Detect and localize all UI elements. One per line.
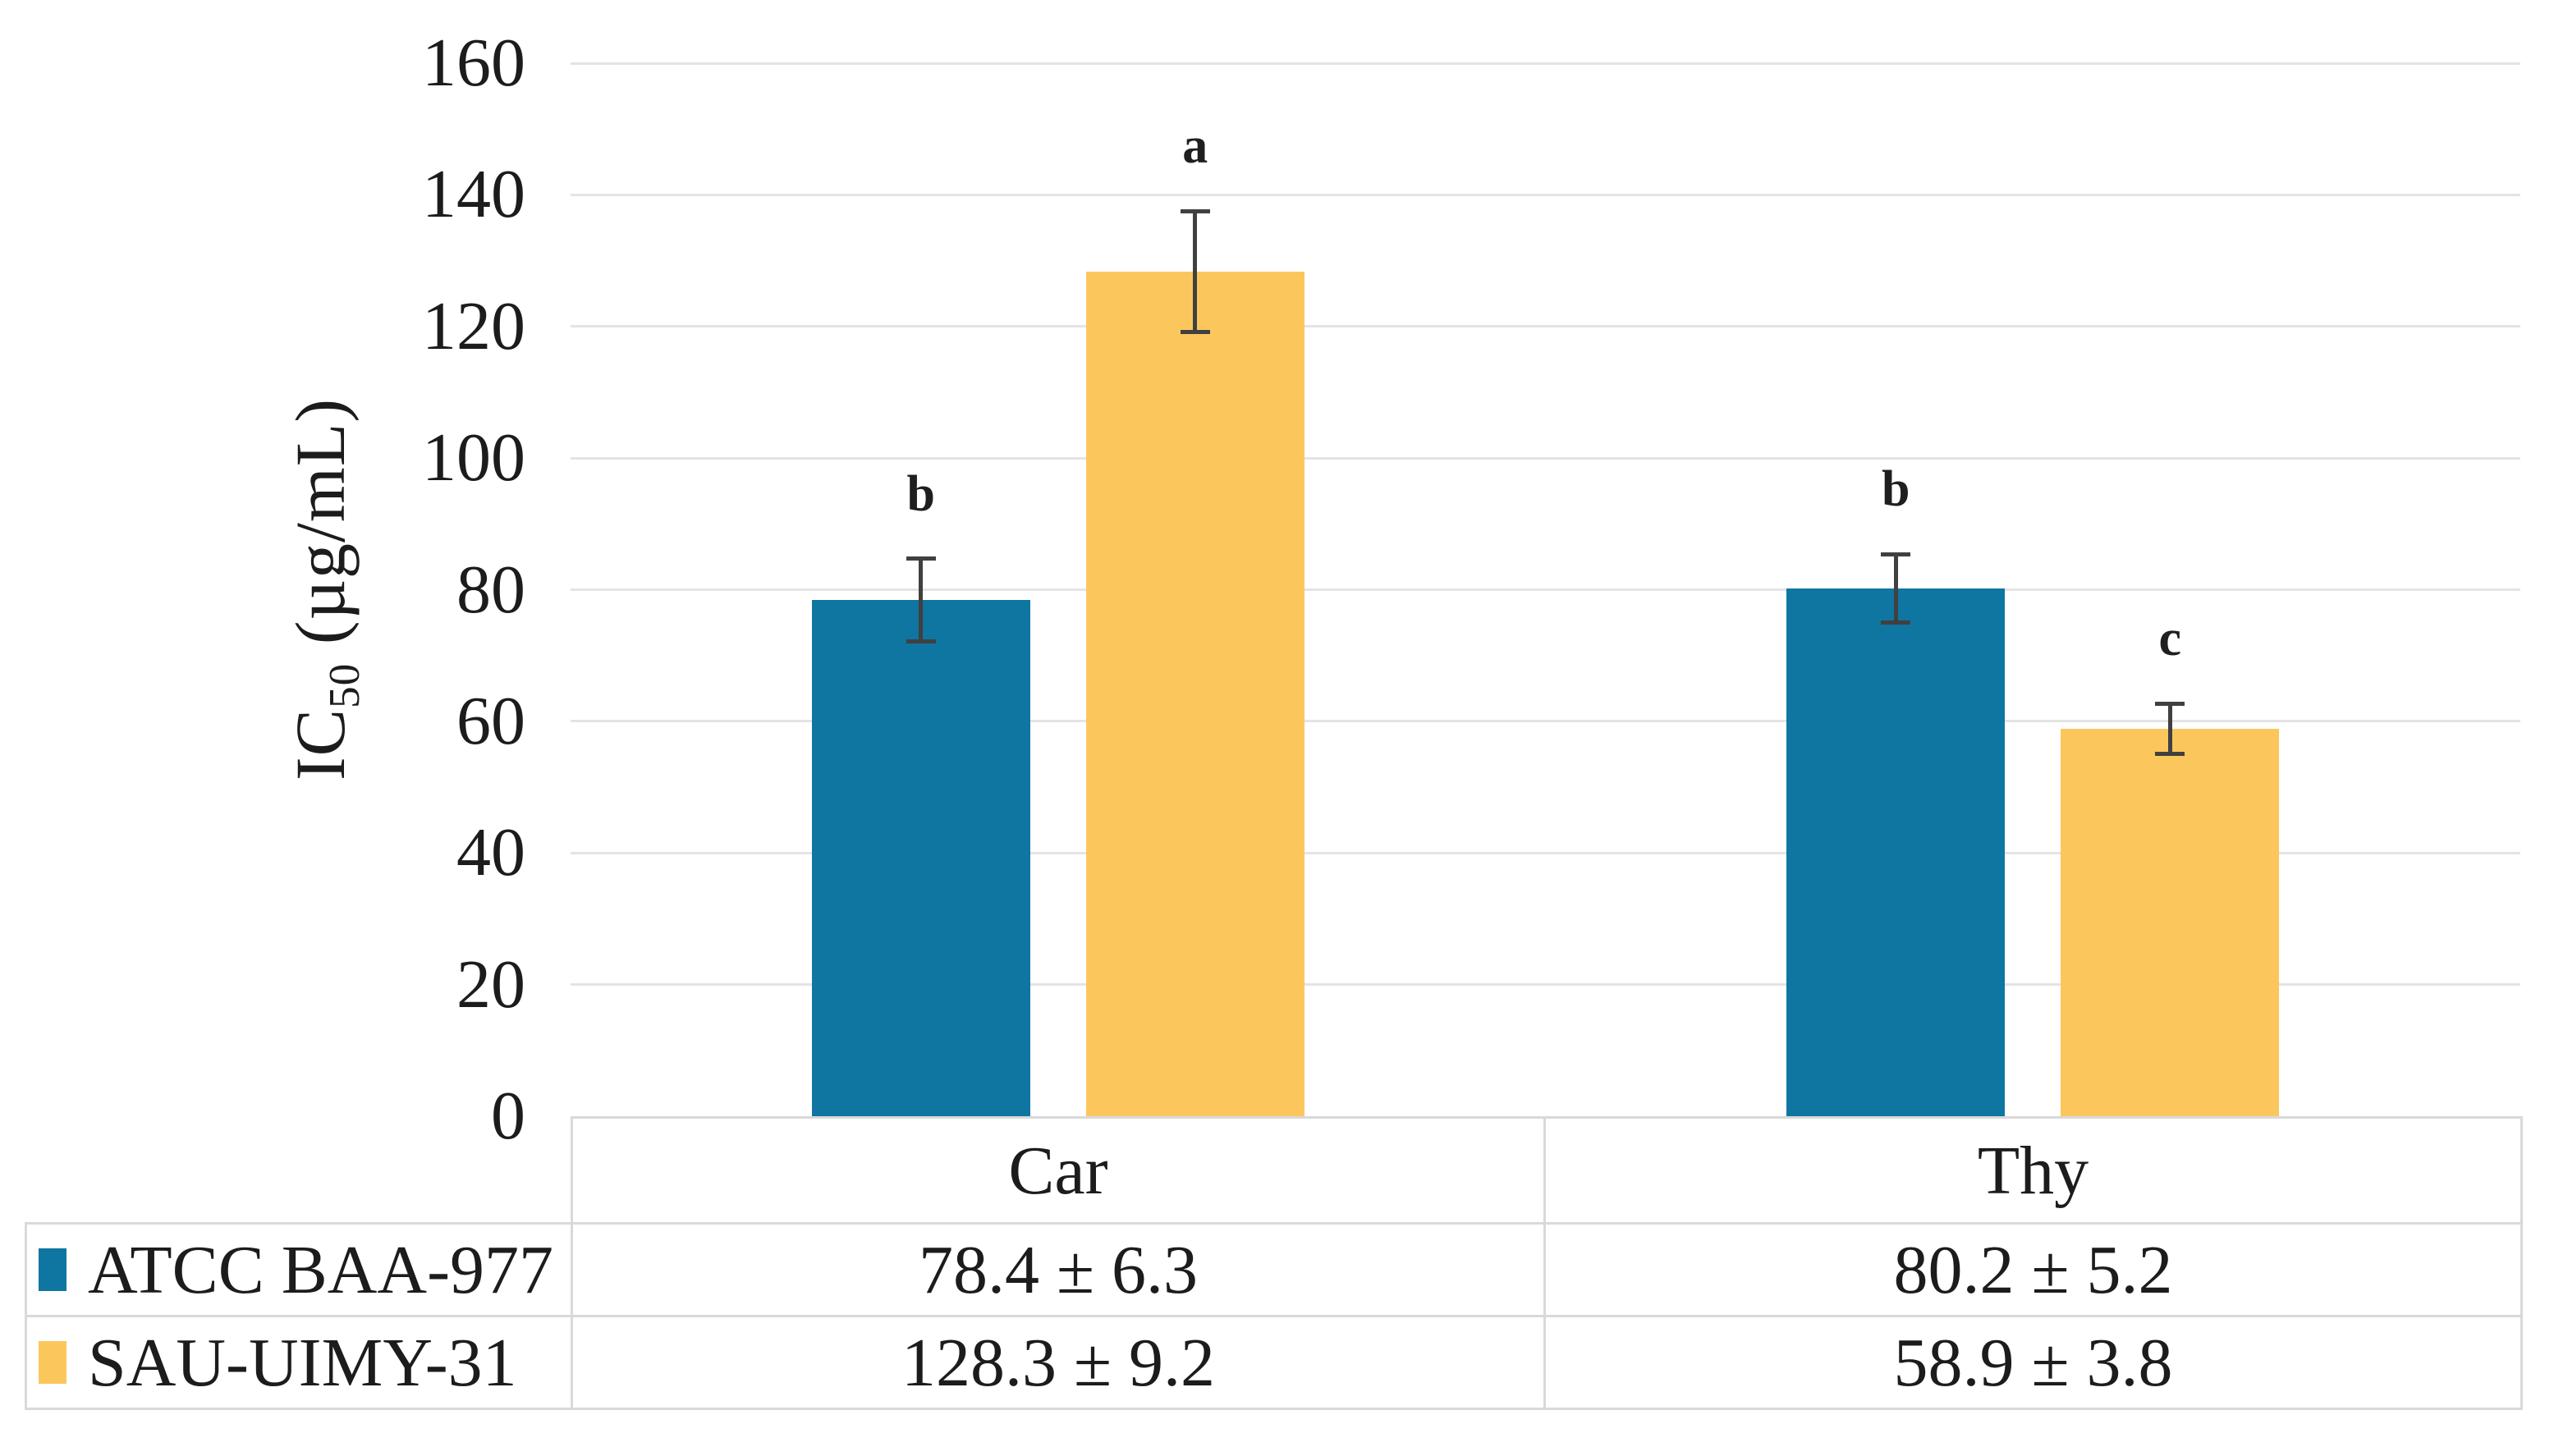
bar-car-series2 <box>1085 272 1305 1116</box>
significance-letter-b: b <box>906 465 935 522</box>
gridline-120 <box>571 325 2520 328</box>
value-cell-series2-car: 128.3 ± 9.2 <box>571 1315 1546 1410</box>
error-bar-cap-bottom <box>906 639 936 644</box>
legend-swatch-blue <box>39 1248 66 1291</box>
plot-area: b a b c <box>571 62 2520 1116</box>
bar-thy-series2 <box>2061 728 2280 1116</box>
legend-entry: SAU-UIMY-31 <box>29 1323 570 1403</box>
y-tick-label-100: 100 <box>422 419 525 497</box>
gridline-60 <box>571 720 2520 723</box>
error-bar-cap-bottom <box>1881 620 1911 625</box>
category-header-thy: Thy <box>1543 1116 2523 1225</box>
table-header-row: Car Thy <box>25 1116 2523 1225</box>
significance-letter-b: b <box>1882 461 1910 518</box>
y-tick-label-160: 160 <box>422 25 525 101</box>
significance-letter-a: a <box>1182 118 1208 175</box>
error-bar-cap-top <box>1881 552 1911 556</box>
error-bar-cap-bottom <box>2155 751 2185 756</box>
table-row-series-1: ATCC BAA-977 78.4 ± 6.3 80.2 ± 5.2 <box>25 1222 2523 1317</box>
bar-thy-series1 <box>1786 588 2006 1116</box>
significance-letter-c: c <box>2158 611 2182 667</box>
table-row-series-2: SAU-UIMY-31 128.3 ± 9.2 58.9 ± 3.8 <box>25 1315 2523 1410</box>
gridline-20 <box>571 983 2520 987</box>
y-tick-label-80: 80 <box>456 551 525 628</box>
category-header-car: Car <box>571 1116 1546 1225</box>
y-tick-label-120: 120 <box>422 287 525 364</box>
error-bar-line <box>919 558 924 642</box>
error-bar-line <box>1893 554 1898 623</box>
gridline-140 <box>571 193 2520 196</box>
data-table: Car Thy ATCC BAA-977 78.4 ± 6.3 80.2 ± 5… <box>25 1116 2523 1410</box>
error-bar-line <box>2167 703 2172 754</box>
error-bar-line <box>1193 211 1198 332</box>
error-bar-cap-top <box>1180 208 1210 213</box>
gridline-40 <box>571 851 2520 854</box>
value-cell-series2-thy: 58.9 ± 3.8 <box>1543 1315 2523 1410</box>
legend-entry: ATCC BAA-977 <box>29 1230 570 1310</box>
bar-car-series1 <box>811 600 1030 1116</box>
value-cell-series1-car: 78.4 ± 6.3 <box>571 1222 1546 1317</box>
y-tick-label-140: 140 <box>422 156 525 233</box>
legend-label-series-1: ATCC BAA-977 <box>88 1231 554 1308</box>
gridline-80 <box>571 588 2520 591</box>
legend-cell-series-2: SAU-UIMY-31 <box>25 1315 573 1410</box>
y-axis-tick-labels: 0 20 40 60 80 100 120 140 160 <box>279 29 525 1151</box>
error-bar-cap-bottom <box>1180 330 1210 335</box>
error-bar-cap-top <box>2155 701 2185 706</box>
legend-label-series-2: SAU-UIMY-31 <box>88 1324 517 1401</box>
y-tick-label-20: 20 <box>456 945 525 1023</box>
legend-cell-series-1: ATCC BAA-977 <box>25 1222 573 1317</box>
legend-swatch-yellow <box>39 1341 66 1384</box>
gridline-160 <box>571 62 2520 65</box>
table-corner-blank <box>25 1117 573 1225</box>
y-tick-label-60: 60 <box>456 682 525 759</box>
gridline-100 <box>571 456 2520 460</box>
error-bar-cap-top <box>906 556 936 561</box>
value-cell-series1-thy: 80.2 ± 5.2 <box>1543 1222 2523 1317</box>
y-tick-label-40: 40 <box>456 814 525 891</box>
